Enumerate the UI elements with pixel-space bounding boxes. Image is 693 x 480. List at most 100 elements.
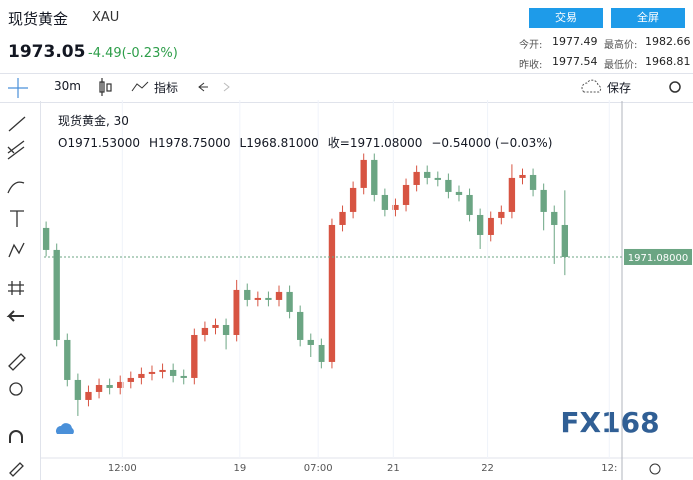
candle-body [212, 324, 219, 328]
redo-icon[interactable] [223, 82, 230, 92]
candle-body [318, 344, 325, 362]
candle-body [148, 371, 156, 374]
candle-body [455, 191, 463, 195]
candle-body [328, 224, 336, 362]
candle-body [233, 289, 240, 335]
stat-label: 最高价: [604, 40, 638, 51]
candle-body [529, 174, 537, 190]
candle-body [159, 369, 166, 372]
drawing-toolbar [0, 101, 41, 480]
candle-body [191, 334, 198, 378]
magnet-tool[interactable] [9, 430, 23, 443]
candle-body [106, 384, 113, 388]
indicator-icon[interactable] [131, 81, 149, 92]
symbol-title: 现货黄金 [8, 10, 69, 28]
candle-body [64, 339, 71, 380]
candle-body [275, 291, 283, 300]
ohlc-high: H1978.75000 [148, 136, 231, 150]
candle-body [519, 174, 526, 178]
interval-button[interactable]: 30m [54, 79, 81, 93]
toolbar [0, 73, 693, 103]
candle-body [339, 211, 346, 225]
candle-body [402, 184, 410, 205]
candle-body [540, 189, 547, 212]
candle-body [42, 227, 50, 250]
candle-body [561, 224, 569, 257]
ohlc-close: 收=1971.08000 [327, 136, 423, 150]
cloud-icon[interactable] [581, 79, 602, 93]
prediction-tool[interactable] [8, 281, 24, 295]
stat-label: 最低价: [604, 60, 638, 71]
text-tool[interactable] [10, 210, 24, 227]
fib-tool[interactable] [7, 140, 25, 160]
save-button[interactable]: 保存 [607, 81, 632, 95]
candle-type-icon[interactable] [99, 78, 112, 96]
candle-body [476, 214, 484, 235]
stat-label: 今开: [519, 40, 543, 51]
candle-body [201, 327, 209, 335]
candle-body [127, 377, 134, 382]
candle-body [95, 384, 103, 392]
cloud-badge[interactable] [56, 423, 74, 434]
series-legend: 现货黄金, 30 [58, 114, 129, 128]
x-tick-label: 12: [601, 463, 617, 474]
brush-tool[interactable] [7, 181, 25, 194]
lock-tool[interactable] [9, 462, 24, 477]
x-tick-label: 22 [481, 463, 494, 474]
candle-body [445, 179, 452, 192]
ohlc-low: L1968.81000 [239, 136, 319, 150]
watermark: FX168 [560, 406, 659, 439]
stat-value: 1977.54 [552, 55, 598, 68]
candle-body [508, 177, 516, 212]
indicators-button[interactable]: 指标 [154, 81, 179, 95]
price-change: -4.49(-0.23%) [88, 46, 178, 61]
last-price: 1973.05 [8, 42, 86, 62]
toolbar-icons [8, 78, 681, 98]
trend-line-tool[interactable] [8, 116, 26, 132]
settings-icon[interactable] [669, 81, 681, 93]
stat-label: 昨收: [519, 60, 543, 71]
candle-body [307, 339, 314, 345]
candle-body [413, 171, 420, 185]
stat-value: 1977.49 [552, 35, 598, 48]
candle-body [169, 369, 177, 376]
zoom-tool[interactable] [9, 382, 23, 396]
x-tick-label: 21 [387, 463, 400, 474]
symbol-code: XAU [92, 10, 120, 25]
candle-body [53, 249, 60, 340]
candle-body [117, 381, 124, 388]
last-price-label: 1971.08000 [628, 253, 688, 264]
candle-body [498, 211, 505, 218]
candle-body [74, 379, 82, 400]
candle-body [222, 324, 230, 335]
drawing-tools [6, 116, 26, 477]
ruler-tool[interactable] [8, 353, 26, 371]
candle-body [254, 297, 262, 300]
candle-body [265, 297, 272, 300]
candle-body [381, 194, 389, 210]
x-tick-label: 12:00 [108, 463, 137, 474]
undo-icon[interactable] [198, 82, 208, 92]
candles [42, 153, 569, 416]
stat-value: 1968.81 [645, 55, 691, 68]
candle-body [349, 187, 357, 212]
x-tick-label: 07:00 [304, 463, 333, 474]
pattern-tool[interactable] [8, 242, 25, 258]
ohlc-open: O1971.53000 [58, 136, 140, 150]
crosshair-icon[interactable] [8, 78, 28, 98]
candle-body [466, 194, 473, 215]
back-tool[interactable] [6, 310, 24, 322]
candle-body [244, 289, 251, 300]
candle-body [487, 217, 494, 235]
axis-settings-icon[interactable] [649, 463, 661, 475]
trade-button[interactable]: 交易 [529, 8, 603, 28]
candle-body [551, 211, 558, 225]
candle-body [85, 391, 92, 400]
candle-body [138, 373, 145, 378]
fullscreen-button[interactable]: 全屏 [611, 8, 685, 28]
x-tick-label: 19 [233, 463, 246, 474]
candle-body [180, 375, 187, 378]
candle-body [360, 159, 367, 188]
